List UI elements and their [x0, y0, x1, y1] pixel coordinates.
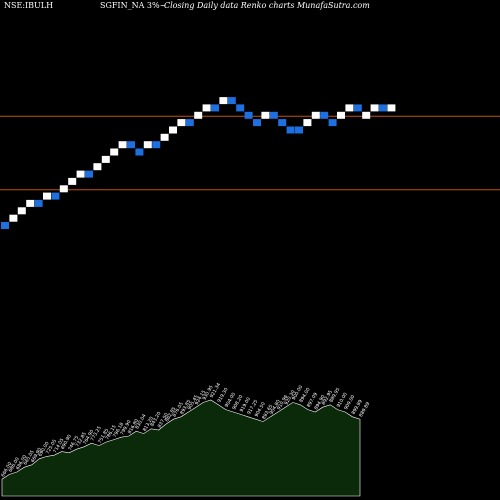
renko-brick-down	[320, 111, 329, 119]
renko-brick-up	[43, 192, 51, 200]
renko-brick-down	[278, 119, 287, 127]
volume-area-path	[1, 399, 361, 497]
renko-brick-down	[85, 170, 93, 178]
renko-brick-down	[51, 192, 60, 200]
renko-brick-down	[152, 141, 161, 149]
renko-brick-up	[311, 111, 320, 119]
renko-brick-up	[303, 119, 312, 127]
renko-brick-up	[370, 104, 379, 112]
renko-brick-down	[34, 199, 43, 207]
chart-symbol: NSE:IBULH	[4, 1, 53, 10]
renko-brick-down	[328, 119, 337, 127]
renko-brick-up	[76, 170, 85, 178]
chart-series: SGFIN_NA 3%~	[100, 1, 166, 10]
renko-bricks	[1, 97, 396, 229]
renko-brick-up	[110, 148, 119, 156]
renko-brick-up	[337, 111, 345, 119]
renko-brick-up	[387, 104, 396, 112]
renko-brick-up	[118, 141, 127, 149]
renko-brick-down	[211, 104, 219, 112]
renko-brick-up	[143, 141, 152, 149]
renko-brick-down	[269, 111, 278, 119]
renko-brick-up	[194, 111, 203, 119]
renko-brick-down	[253, 119, 261, 127]
renko-brick-up	[101, 155, 110, 163]
renko-brick-up	[261, 111, 270, 119]
renko-brick-down	[244, 111, 253, 119]
renko-brick-up	[26, 199, 35, 207]
renko-brick-down	[379, 104, 387, 112]
renko-brick-up	[219, 97, 228, 105]
renko-brick-up	[345, 104, 354, 112]
renko-brick-down	[127, 141, 135, 149]
renko-brick-down	[1, 222, 9, 229]
renko-brick-down	[185, 119, 194, 127]
renko-brick-up	[59, 185, 68, 193]
renko-brick-down	[286, 126, 295, 134]
renko-brick-up	[9, 214, 18, 222]
renko-brick-down	[295, 126, 303, 134]
renko-brick-down	[236, 104, 245, 112]
renko-brick-up	[160, 133, 169, 141]
renko-brick-up	[362, 111, 371, 119]
renko-brick-up	[17, 207, 26, 215]
renko-brick-up	[93, 163, 102, 171]
volume-area: 666.00686.00686.00665.05669.90690.00725.…	[0, 382, 371, 497]
renko-brick-down	[135, 148, 144, 156]
renko-brick-up	[68, 177, 77, 185]
renko-brick-down	[353, 104, 362, 112]
renko-brick-up	[177, 119, 186, 127]
renko-brick-down	[227, 97, 236, 105]
renko-brick-up	[169, 126, 177, 134]
renko-brick-up	[202, 104, 211, 112]
chart-subtitle: Closing Daily data Renko charts MunafaSu…	[164, 1, 370, 10]
